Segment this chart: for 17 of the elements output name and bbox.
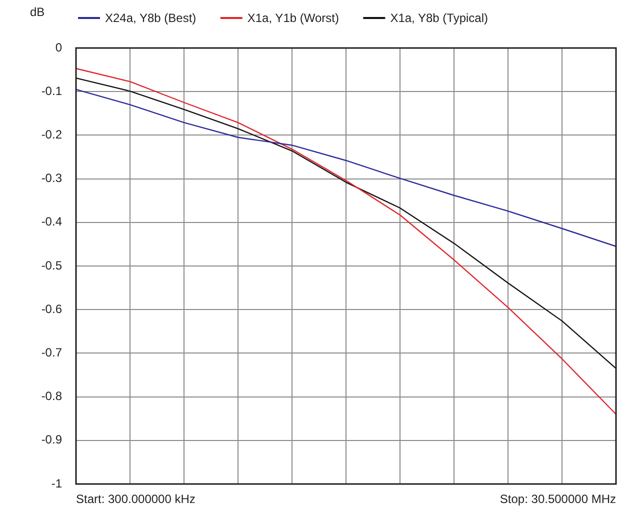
text: Stop: 30.500000 MHz xyxy=(500,492,616,506)
y-tick-label: -0.8 xyxy=(41,389,62,404)
y-tick-label: -0.3 xyxy=(41,171,62,186)
y-tick-label: -0.5 xyxy=(41,258,62,272)
y-tick-label: -0.4 xyxy=(41,214,62,229)
y-tick-label: -1 xyxy=(51,476,62,490)
text: Start: 300.000000 kHz xyxy=(76,492,196,506)
legend-label: X1a, Y8b (Typical) xyxy=(390,11,488,25)
y-tick-label: -0.1 xyxy=(41,84,62,98)
y-tick-label: -0.7 xyxy=(41,346,62,360)
legend-label: X1a, Y1b (Worst) xyxy=(247,11,339,25)
y-tick-label: -0.6 xyxy=(41,302,62,316)
legend-label: X24a, Y8b (Best) xyxy=(105,11,196,25)
y-tick-label: -0.9 xyxy=(41,432,62,447)
y-tick-label: 0 xyxy=(55,40,62,54)
y-tick-label: -0.2 xyxy=(41,128,62,142)
y-axis-title: dB xyxy=(30,5,45,19)
